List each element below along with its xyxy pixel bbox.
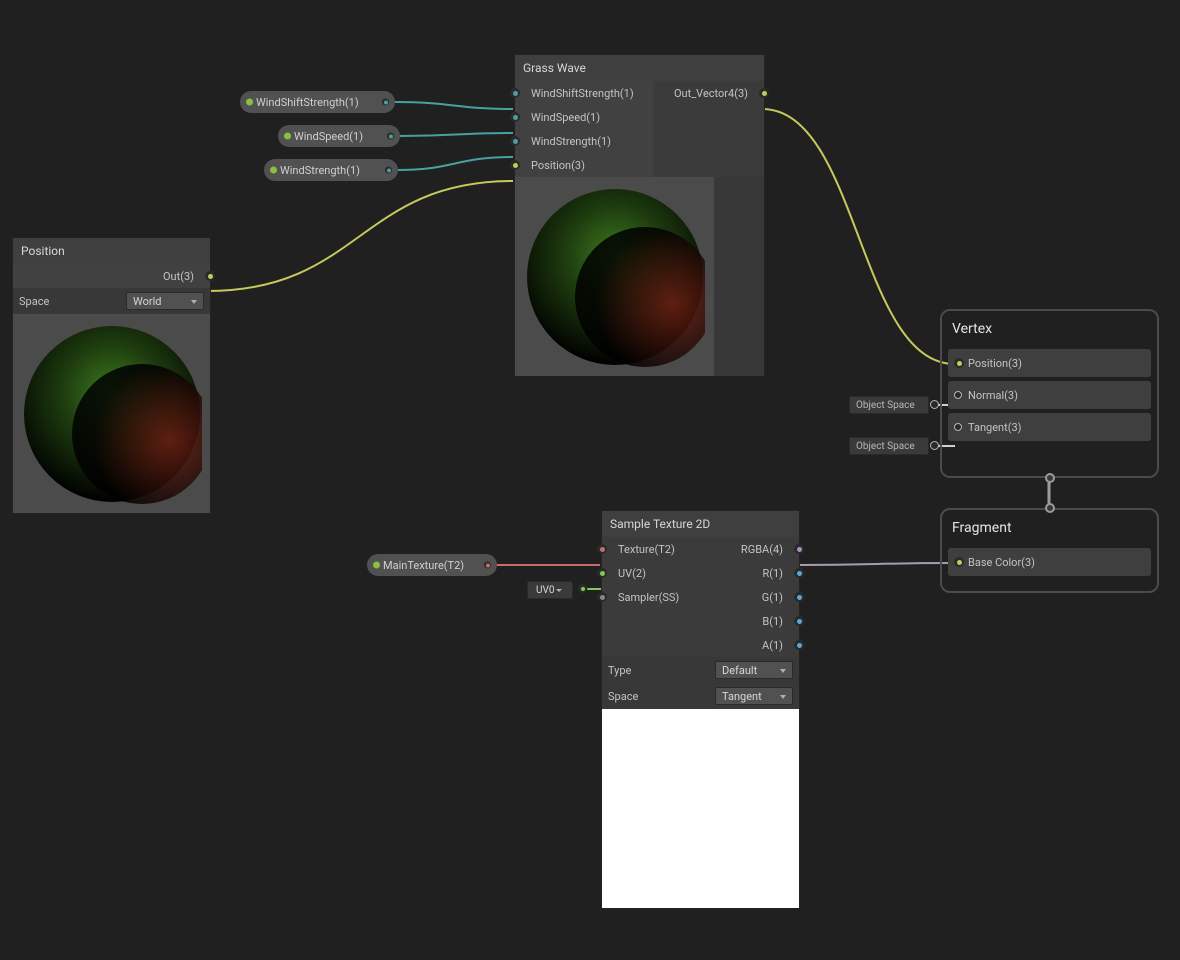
node-position[interactable]: Position Out(3) Space World [12,237,211,514]
pill-wind-strength[interactable]: WindStrength(1) [264,159,398,181]
port-dot[interactable] [954,557,964,567]
port-dot[interactable] [510,160,520,170]
node-title[interactable]: Sample Texture 2D [602,511,799,537]
obj-space-dot-2 [930,441,939,450]
port-b[interactable]: B(1) [702,609,799,633]
master-title: Vertex [942,311,1157,345]
master-port-normal[interactable]: Normal(3) [948,381,1151,409]
tag-object-space-normal: Object Space [849,396,929,414]
preview-position [13,314,210,513]
port-dot[interactable] [794,640,804,650]
obj-space-dot-1 [930,400,939,409]
output-port[interactable] [484,562,491,569]
port-dot[interactable] [597,544,607,554]
tag-object-space-tangent: Object Space [849,437,929,455]
port-dot[interactable] [794,568,804,578]
master-port-base-color[interactable]: Base Color(3) [948,548,1151,576]
param-space: Space World [13,288,210,314]
dot-indicator [373,562,380,569]
port-dot[interactable] [954,391,962,399]
param-type: Type Default [602,657,799,683]
port-dot[interactable] [510,112,520,122]
master-port-position[interactable]: Position(3) [948,349,1151,377]
node-sample-texture-2d[interactable]: Sample Texture 2D Texture(T2) UV(2) Samp… [601,510,800,909]
dot-indicator [270,167,277,174]
dot-indicator [284,133,291,140]
master-port-tangent[interactable]: Tangent(3) [948,413,1151,441]
pill-wind-speed[interactable]: WindSpeed(1) [278,125,400,147]
port-dot[interactable] [954,358,964,368]
master-vertex[interactable]: Vertex Position(3) Normal(3) Tangent(3) [940,309,1159,478]
pill-label: WindShiftStrength(1) [256,96,359,109]
port-dot[interactable] [205,271,215,281]
output-port[interactable] [382,99,389,106]
uv-inline-dot [578,584,587,593]
pill-label: MainTexture(T2) [383,559,464,572]
pill-label: WindSpeed(1) [294,130,363,143]
port-dot[interactable] [759,88,769,98]
pill-main-texture[interactable]: MainTexture(T2) [367,554,497,576]
output-port[interactable] [387,133,394,140]
port-dot[interactable] [510,88,520,98]
master-title: Fragment [942,510,1157,544]
select-space[interactable]: World [126,292,204,310]
port-dot[interactable] [597,592,607,602]
uv-channel-select[interactable]: UV0 [527,581,573,599]
port-dot[interactable] [510,136,520,146]
port-r[interactable]: R(1) [702,561,799,585]
port-dot[interactable] [794,592,804,602]
preview-grass-wave [515,177,714,376]
port-wind-shift-strength[interactable]: WindShiftStrength(1) [515,81,653,105]
port-dot[interactable] [794,616,804,626]
node-title[interactable]: Position [13,238,210,264]
output-port[interactable] [385,167,392,174]
port-rgba[interactable]: RGBA(4) [702,537,799,561]
preview-sample-texture [602,709,799,908]
port-out-vector4[interactable]: Out_Vector4(3) [653,81,764,105]
dot-indicator [246,99,253,106]
param-space: Space Tangent [602,683,799,709]
port-dot[interactable] [794,544,804,554]
port-g[interactable]: G(1) [702,585,799,609]
port-out[interactable]: Out(3) [13,264,210,288]
chain-connector-top[interactable] [1045,503,1055,513]
select-space[interactable]: Tangent [715,687,793,705]
port-dot[interactable] [954,423,962,431]
node-grass-wave[interactable]: Grass Wave WindShiftStrength(1) WindSpee… [514,54,765,377]
port-sampler[interactable]: Sampler(SS) [602,585,702,609]
port-dot[interactable] [597,568,607,578]
port-texture[interactable]: Texture(T2) [602,537,702,561]
select-type[interactable]: Default [715,661,793,679]
port-a[interactable]: A(1) [702,633,799,657]
chain-connector-bottom[interactable] [1045,473,1055,483]
port-wind-strength[interactable]: WindStrength(1) [515,129,653,153]
pill-label: WindStrength(1) [280,164,360,177]
port-wind-speed[interactable]: WindSpeed(1) [515,105,653,129]
port-position[interactable]: Position(3) [515,153,653,177]
port-uv[interactable]: UV(2) [602,561,702,585]
master-fragment[interactable]: Fragment Base Color(3) [940,508,1159,593]
pill-wind-shift-strength[interactable]: WindShiftStrength(1) [240,91,395,113]
node-title[interactable]: Grass Wave [515,55,764,81]
